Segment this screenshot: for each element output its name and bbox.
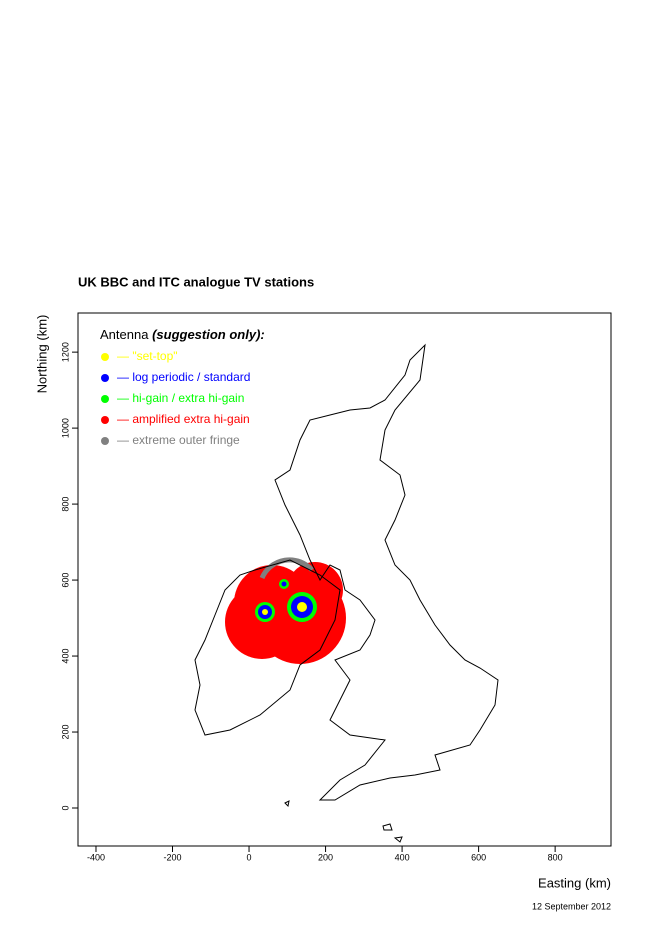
y-tick-label: 600 — [60, 573, 70, 588]
legend-label: — "set-top" — [117, 349, 178, 363]
footnote: 12 September 2012 — [532, 901, 611, 911]
coverage — [225, 557, 346, 664]
y-tick-label: 0 — [60, 806, 70, 811]
y-tick-label: 400 — [60, 649, 70, 664]
coverage-area — [297, 602, 307, 612]
coastline — [194, 343, 499, 843]
legend-label: — log periodic / standard — [117, 370, 250, 384]
legend-title-text: Antenna — [100, 327, 149, 342]
y-tick-label: 800 — [60, 497, 70, 512]
x-tick-label: -200 — [164, 852, 182, 862]
plot-frame — [77, 312, 612, 847]
fringe-area — [259, 557, 314, 580]
legend-marker — [101, 437, 109, 445]
y-axis-label: Northing (km) — [34, 315, 49, 394]
legend-label: — extreme outer fringe — [117, 433, 240, 447]
coverage-area — [225, 585, 299, 659]
x-tick-label: -400 — [87, 852, 105, 862]
x-tick-label: 400 — [395, 852, 410, 862]
y-tick-label: 1000 — [60, 418, 70, 438]
legend-marker — [101, 416, 109, 424]
islands — [284, 800, 403, 843]
chart-title: UK BBC and ITC analogue TV stations — [78, 274, 314, 289]
x-tick-label: 800 — [548, 852, 563, 862]
x-axis-label: Easting (km) — [538, 875, 611, 890]
legend-label: — hi-gain / extra hi-gain — [117, 391, 244, 405]
y-tick-label: 200 — [60, 725, 70, 740]
legend-marker — [101, 374, 109, 382]
coverage-area — [262, 609, 268, 615]
legend-title: Antenna (suggestion only): — [100, 327, 265, 342]
x-tick-label: 600 — [471, 852, 486, 862]
ireland — [194, 559, 341, 736]
legend-marker — [101, 395, 109, 403]
legend-title-note: (suggestion only): — [152, 327, 265, 342]
x-tick-label: 200 — [318, 852, 333, 862]
legend-label: — amplified extra hi-gain — [117, 412, 250, 426]
y-tick-label: 1200 — [60, 342, 70, 362]
legend-marker — [101, 353, 109, 361]
x-tick-label: 0 — [247, 852, 252, 862]
great-britain — [274, 343, 499, 801]
coverage-area — [281, 581, 287, 587]
